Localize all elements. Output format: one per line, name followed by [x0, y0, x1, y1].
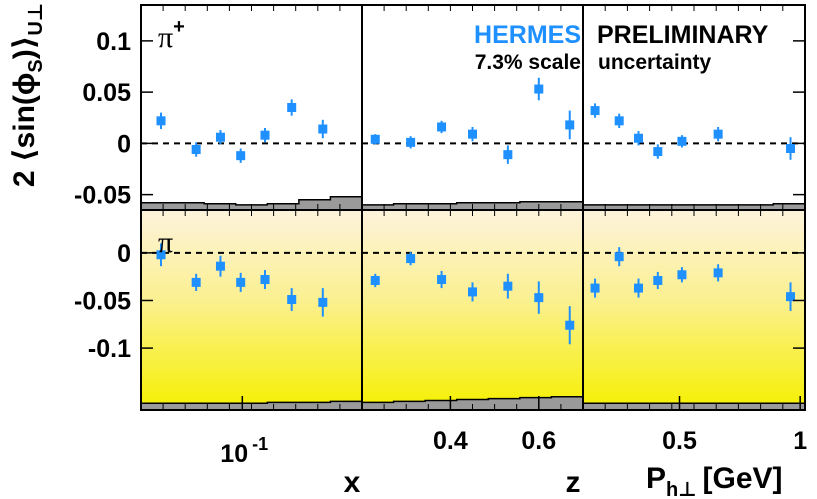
data-point [236, 277, 246, 287]
data-point [534, 293, 544, 303]
panel-background [583, 210, 805, 410]
particle-label-pi: π [158, 226, 173, 259]
panel-background [362, 5, 583, 210]
y-tick-label: 0.1 [96, 28, 131, 56]
data-point [370, 275, 380, 285]
data-point [468, 287, 477, 297]
x-tick-label: 10 -1 [220, 434, 268, 468]
data-point [565, 120, 575, 130]
data-point [713, 129, 723, 139]
data-point [215, 261, 225, 271]
y-tick-label: -0.1 [88, 335, 131, 363]
y-tick-label: 0.05 [82, 79, 131, 107]
data-point [287, 295, 297, 305]
y-tick-label: -0.05 [74, 182, 131, 210]
data-point [634, 283, 643, 293]
data-point [503, 150, 513, 160]
data-point [786, 292, 796, 302]
data-point [713, 268, 723, 278]
data-point [468, 129, 477, 139]
svg-text:2 ⟨sin(ϕS)⟩U⊥: 2 ⟨sin(ϕS)⟩U⊥ [8, 3, 47, 187]
panel-background [141, 210, 362, 410]
scale-note: 7.3% scale [475, 51, 581, 74]
data-point [287, 103, 297, 112]
data-point [565, 320, 575, 330]
systematic-band [140, 195, 363, 211]
y-tick-labels: 0.1 0.05 0 -0.05 0 -0.05 -0.1 [74, 28, 805, 363]
data-point [534, 84, 544, 94]
systematic-band [361, 395, 584, 411]
pt-variable-label: Ph⊥ [GeV] [646, 462, 783, 499]
data-point [786, 144, 796, 153]
data-point [406, 137, 416, 147]
panel-background [141, 5, 362, 210]
data-point [503, 281, 513, 291]
data-point [653, 147, 663, 157]
x-tick-labels: 10 -1 0.4 0.6 0.5 1 [220, 396, 807, 468]
x-tick-label: 0.6 [521, 427, 556, 455]
data-point [614, 116, 624, 126]
preliminary-label: PRELIMINARY [597, 21, 769, 49]
data-point [318, 297, 328, 307]
x-tick-label: 1 [793, 427, 807, 455]
data-point [590, 106, 600, 116]
experiment-label: HERMES [474, 21, 581, 49]
panels-layer [140, 4, 806, 411]
data-point [156, 116, 166, 126]
y-tick-label: -0.05 [74, 287, 131, 315]
z-variable-label: z [566, 466, 581, 499]
data-point [260, 275, 270, 285]
panel-frame [582, 209, 806, 411]
x-variable-label: x [344, 466, 361, 499]
data-point [156, 250, 166, 260]
data-point [677, 270, 687, 280]
x-tick-label: 0.5 [662, 427, 697, 455]
data-point [653, 275, 663, 285]
data-point [370, 134, 380, 144]
data-point [437, 122, 447, 132]
data-point [677, 136, 687, 146]
data-point [191, 277, 201, 287]
x-tick-label: 0.4 [433, 427, 468, 455]
data-point [215, 132, 225, 142]
data-point [406, 254, 416, 264]
data-point [260, 130, 270, 140]
y-axis-title: 2 ⟨sin(ϕS)⟩U⊥ [8, 3, 47, 187]
panel-background [362, 210, 583, 410]
y-axis-title-ut: U⊥ [25, 3, 47, 36]
data-point [191, 145, 201, 155]
data-point [236, 151, 246, 161]
y-axis-title-close: )⟩ [8, 36, 41, 60]
panel-r0-c2 [582, 4, 806, 211]
data-point [590, 283, 600, 293]
data-point [614, 252, 624, 262]
uncertainty-note: uncertainty [598, 51, 712, 74]
panel-background [583, 5, 805, 210]
data-point [318, 124, 328, 134]
y-tick-label: 0 [117, 240, 131, 268]
panel-r1-c2 [582, 209, 806, 411]
data-point [634, 133, 643, 143]
data-point [437, 275, 447, 285]
y-axis-title-sub: S [25, 59, 47, 72]
y-axis-title-main: 2 ⟨sin(ϕ [8, 73, 41, 188]
particle-label-pi-plus: π+ [158, 16, 185, 54]
y-tick-label: 0 [117, 130, 131, 158]
